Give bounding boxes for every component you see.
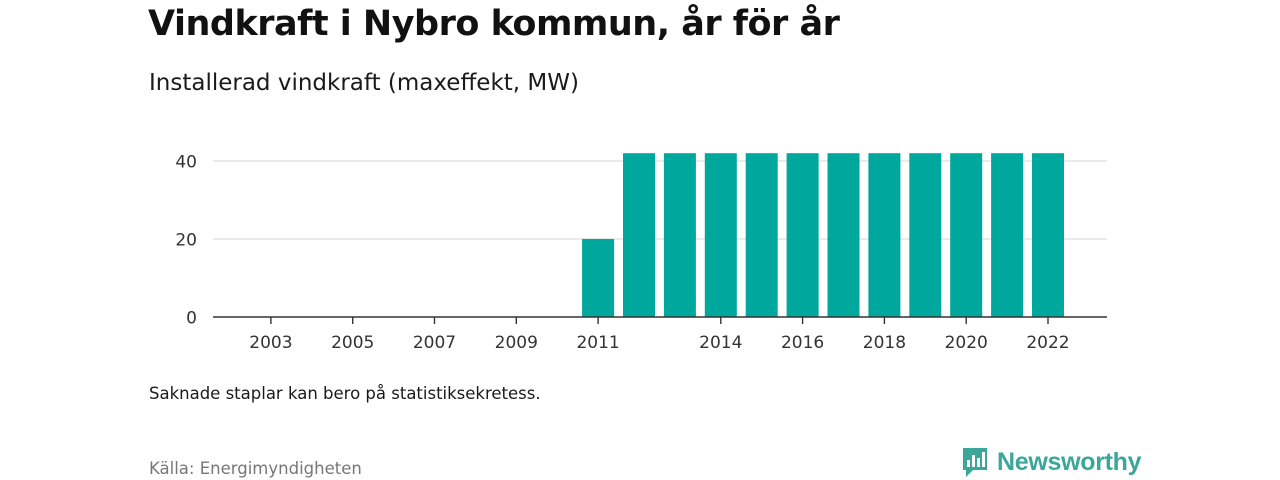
bar [623,153,655,317]
bar [663,153,696,317]
x-tick-label: 2003 [249,333,292,353]
bar [950,153,983,317]
chart-subtitle: Installerad vindkraft (maxeffekt, MW) [149,70,579,96]
y-tick-label: 20 [175,231,197,251]
x-tick-label: 2011 [576,333,619,353]
bar [868,153,901,317]
bar [745,153,778,317]
brand-name: Newsworthy [997,447,1142,476]
chart-title: Vindkraft i Nybro kommun, år för år [148,4,840,44]
bar [827,153,860,317]
bar [582,239,615,317]
x-tick-label: 2007 [413,333,456,353]
x-tick-label: 2022 [1026,333,1069,353]
bar [909,153,942,317]
bar [704,153,737,317]
brand-logo: Newsworthy [961,446,1142,478]
newsworthy-logo-icon [963,448,987,477]
source-text: Källa: Energimyndigheten [149,459,362,478]
y-tick-label: 0 [186,309,197,329]
bar [991,153,1024,317]
footnote: Saknade staplar kan bero på statistiksek… [149,384,541,403]
x-tick-label: 2018 [863,333,906,353]
x-tick-label: 2020 [945,333,988,353]
x-tick-label: 2005 [331,333,374,353]
x-tick-label: 2009 [495,333,538,353]
y-tick-label: 40 [175,153,197,173]
bar [786,153,819,317]
bar-chart: 0 20 40 2003 2005 2007 2009 2011 2014 2016 2018 202… [175,153,1107,353]
bar [1032,153,1064,317]
x-tick-label: 2014 [699,333,742,353]
x-tick-label: 2016 [781,333,824,353]
